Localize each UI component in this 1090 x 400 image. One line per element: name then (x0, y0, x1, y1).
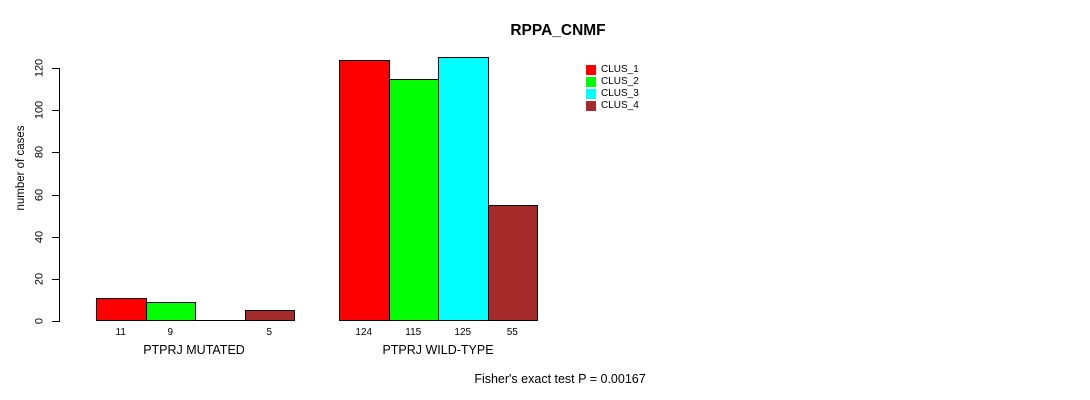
y-tick-label: 120 (33, 58, 46, 78)
legend-swatch-clus-3 (586, 88, 596, 99)
bar-clus-3-group2 (438, 57, 489, 321)
chart-title: RPPA_CNMF (510, 22, 606, 39)
y-tick-label: 60 (33, 188, 46, 201)
bar-clus-2-group1 (145, 302, 196, 321)
legend-item: CLUS_4 (586, 100, 639, 111)
bar-value-label: 124 (355, 327, 373, 338)
legend-label: CLUS_1 (601, 63, 639, 75)
bar-clus-1-group1 (96, 297, 147, 321)
bar-clus-2-group2 (388, 78, 439, 321)
bar-value-label: 115 (405, 327, 422, 338)
legend-item: CLUS_3 (586, 88, 639, 99)
x-group-label-wildtype: PTPRJ WILD-TYPE (382, 343, 494, 357)
bar-value-label: 55 (506, 327, 518, 338)
bar-clus-4-group1 (244, 310, 295, 321)
y-tick-label: 80 (33, 146, 46, 159)
bar-value-label: 11 (115, 327, 126, 338)
y-tick-mark (52, 194, 59, 196)
y-tick-mark (52, 236, 59, 238)
legend-label: CLUS_4 (601, 99, 639, 111)
bar-value-label: 5 (266, 327, 273, 338)
legend-item: CLUS_2 (586, 76, 639, 87)
y-tick-label: 100 (33, 100, 46, 120)
bar-clus-1-group2 (339, 59, 390, 321)
y-axis-title: number of cases (15, 125, 27, 211)
legend-item: CLUS_1 (586, 64, 639, 75)
y-tick-mark (52, 68, 59, 69)
y-tick-label: 0 (33, 317, 46, 325)
legend-swatch-clus-4 (586, 100, 596, 111)
bar-clus-4-group2 (487, 205, 538, 321)
y-tick-mark (52, 110, 59, 112)
y-tick-mark (52, 321, 59, 322)
legend-swatch-clus-1 (586, 64, 596, 75)
fisher-test-annotation: Fisher's exact test P = 0.00167 (474, 372, 646, 386)
legend-label: CLUS_2 (601, 75, 639, 87)
legend-swatch-clus-2 (586, 76, 596, 87)
y-tick-label: 20 (33, 272, 46, 285)
y-tick-mark (52, 152, 59, 154)
y-tick-mark (52, 278, 59, 280)
y-tick-label: 40 (33, 230, 46, 243)
bar-value-label: 125 (454, 327, 472, 338)
legend-label: CLUS_3 (601, 87, 639, 99)
bar-value-label: 9 (167, 327, 174, 338)
y-axis-line (59, 68, 60, 322)
bar-clus-3-group1-zero (195, 320, 246, 321)
x-group-label-mutated: PTPRJ MUTATED (143, 343, 245, 357)
